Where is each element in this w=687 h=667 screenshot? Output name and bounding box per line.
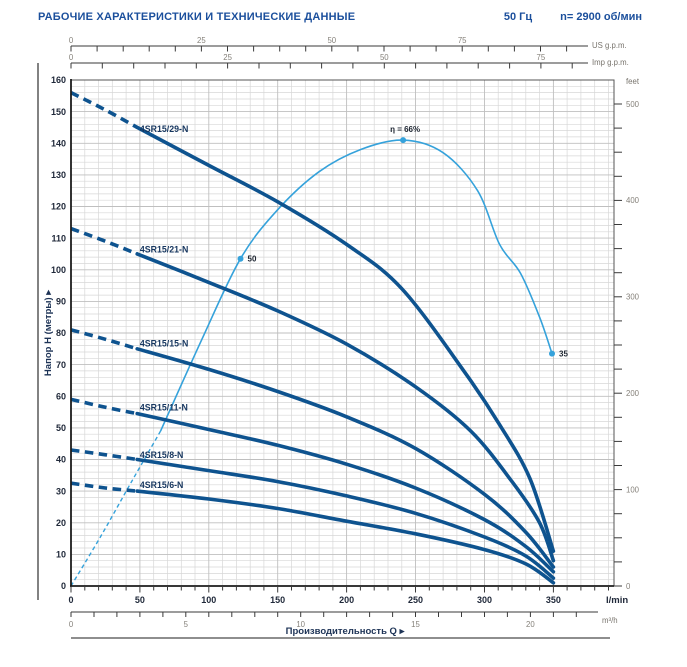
svg-text:500: 500 <box>626 100 640 109</box>
svg-text:0: 0 <box>61 581 66 591</box>
pump-curves: 4SR15/29-N 4SR15/21-N 4SR15/15-N 4SR15/11-N… <box>70 90 556 585</box>
svg-text:100: 100 <box>51 265 66 275</box>
svg-text:5: 5 <box>184 620 189 629</box>
svg-text:0: 0 <box>69 620 74 629</box>
axis-m3h: 0 5 10 15 20 m³/h <box>69 611 618 629</box>
svg-text:140: 140 <box>51 139 66 149</box>
axis-usgpm: 0 25 50 75 US g.p.m. <box>69 36 627 52</box>
axis-impgpm: 0 25 50 75 Imp g.p.m. <box>69 53 629 69</box>
svg-text:150: 150 <box>270 595 285 605</box>
efficiency-point-label: 35 <box>559 350 568 359</box>
pump-curve-4SR15/15-N: 4SR15/15-N <box>70 328 556 569</box>
pump-curve-4SR15/21-N: 4SR15/21-N <box>70 226 556 563</box>
svg-text:300: 300 <box>477 595 492 605</box>
svg-text:160: 160 <box>51 75 66 85</box>
svg-text:15: 15 <box>411 620 420 629</box>
page-title: РАБОЧИЕ ХАРАКТЕРИСТИКИ И ТЕХНИЧЕСКИЕ ДАН… <box>38 11 356 23</box>
axis-unit-lmin: l/min <box>606 595 628 606</box>
svg-text:350: 350 <box>546 595 561 605</box>
svg-text:100: 100 <box>626 485 640 494</box>
svg-text:25: 25 <box>223 53 232 62</box>
svg-text:0: 0 <box>69 53 74 62</box>
svg-text:0: 0 <box>68 595 73 605</box>
efficiency-point-label: 50 <box>248 255 257 264</box>
pump-curve-4SR15/6-N: 4SR15/6-N <box>70 480 556 585</box>
svg-text:10: 10 <box>296 620 305 629</box>
svg-text:10: 10 <box>56 550 66 560</box>
curve-label: 4SR15/8-N <box>140 450 184 460</box>
svg-text:200: 200 <box>626 389 640 398</box>
operating-conditions: 50 Гц n= 2900 об/мин <box>504 11 642 23</box>
efficiency-curve <box>70 139 553 587</box>
pump-curve-4SR15/11-N: 4SR15/11-N <box>70 397 556 574</box>
curve-label: 4SR15/6-N <box>140 480 184 490</box>
curve-label: 4SR15/21-N <box>140 244 188 254</box>
svg-text:40: 40 <box>56 455 66 465</box>
svg-text:50: 50 <box>380 53 389 62</box>
svg-text:130: 130 <box>51 170 66 180</box>
pump-curve-4SR15/29-N: 4SR15/29-N <box>70 90 556 553</box>
axis-unit-feet: feet <box>626 77 640 86</box>
efficiency-peak-label: η = 66% <box>390 125 420 134</box>
speed-label: n= 2900 об/мин <box>560 11 642 23</box>
frequency-label: 50 Гц <box>503 11 533 23</box>
efficiency-markers: 50 η = 66% 35 <box>237 125 568 359</box>
svg-text:200: 200 <box>339 595 354 605</box>
svg-text:50: 50 <box>135 595 145 605</box>
svg-text:400: 400 <box>626 196 640 205</box>
axis-unit-impgpm: Imp g.p.m. <box>592 58 629 67</box>
svg-text:150: 150 <box>51 107 66 117</box>
svg-text:0: 0 <box>69 36 74 45</box>
x-axis-title: Производительность Q ▸ <box>286 626 406 637</box>
y-axis-title: Напор H (метры) ▸ <box>43 289 54 376</box>
svg-text:30: 30 <box>56 486 66 496</box>
axis-lmin: 0 50 100 150 200 250 300 350 l/min <box>68 586 628 606</box>
svg-text:120: 120 <box>51 202 66 212</box>
chart-header: РАБОЧИЕ ХАРАКТЕРИСТИКИ И ТЕХНИЧЕСКИЕ ДАН… <box>38 11 642 23</box>
svg-text:100: 100 <box>201 595 216 605</box>
curve-label: 4SR15/11-N <box>140 403 188 413</box>
svg-text:25: 25 <box>197 36 206 45</box>
axis-unit-m3h: m³/h <box>602 616 618 625</box>
svg-text:300: 300 <box>626 293 640 302</box>
svg-text:75: 75 <box>458 36 467 45</box>
svg-text:20: 20 <box>526 620 535 629</box>
svg-text:50: 50 <box>56 423 66 433</box>
svg-text:60: 60 <box>56 392 66 402</box>
svg-text:110: 110 <box>51 233 66 243</box>
axis-meters: 0 10 20 30 40 50 60 70 80 90 100 110 120 130 140 150 160… <box>43 75 66 591</box>
svg-text:250: 250 <box>408 595 423 605</box>
svg-text:90: 90 <box>56 297 66 307</box>
frame-lines: Производительность Q ▸ <box>37 63 610 639</box>
svg-text:80: 80 <box>56 328 66 338</box>
svg-text:0: 0 <box>626 582 631 591</box>
svg-text:20: 20 <box>56 518 66 528</box>
curve-label: 4SR15/15-N <box>140 338 188 348</box>
svg-text:70: 70 <box>56 360 66 370</box>
axis-feet: 0 100 200 300 400 500 feet <box>614 77 640 591</box>
axis-unit-usgpm: US g.p.m. <box>592 41 627 50</box>
svg-text:75: 75 <box>537 53 546 62</box>
curve-label: 4SR15/29-N <box>140 124 188 134</box>
svg-text:50: 50 <box>327 36 336 45</box>
grid <box>70 79 615 587</box>
pump-curve-4SR15/8-N: 4SR15/8-N <box>70 448 556 580</box>
